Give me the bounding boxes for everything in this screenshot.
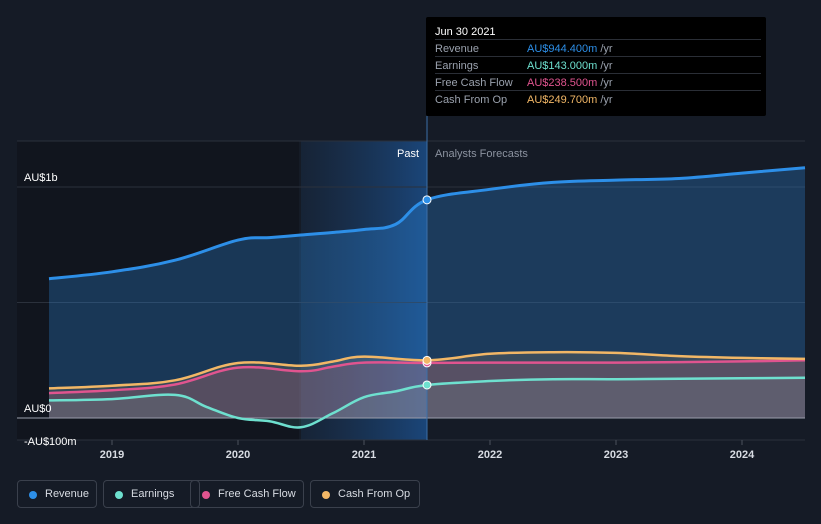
past-label: Past bbox=[397, 148, 419, 160]
legend-item-free-cash-flow[interactable]: Free Cash Flow bbox=[190, 480, 304, 508]
past-shade bbox=[17, 141, 299, 440]
x-tick-label: 2024 bbox=[730, 449, 755, 461]
legend-label: Revenue bbox=[45, 488, 90, 500]
legend-item-cash-from-op[interactable]: Cash From Op bbox=[310, 480, 420, 508]
tooltip-label: Cash From Op bbox=[435, 94, 508, 106]
x-axis-ticks: 2019 2020 2021 2022 2023 2024 bbox=[100, 440, 755, 461]
y-axis-label: -AU$100m bbox=[24, 436, 77, 448]
tooltip-value: AU$143.000m/yr bbox=[527, 60, 613, 72]
hover-marker-cash-from-op bbox=[422, 355, 432, 365]
forecast-label: Analysts Forecasts bbox=[435, 148, 528, 160]
tooltip-row-free-cash-flow: Free Cash Flow AU$238.500m/yr bbox=[435, 73, 761, 91]
legend-dot-icon bbox=[115, 491, 123, 499]
line-free-cash-flow bbox=[48, 359, 806, 395]
legend-dot-icon bbox=[202, 491, 210, 499]
hover-markers bbox=[422, 195, 432, 390]
tooltip-date: Jun 30 2021 bbox=[435, 26, 496, 38]
x-tick-label: 2023 bbox=[604, 449, 628, 461]
hover-marker-revenue bbox=[422, 195, 432, 205]
legend-label: Cash From Op bbox=[338, 488, 411, 500]
tooltip-row-revenue: Revenue AU$944.400m/yr bbox=[435, 39, 761, 57]
legend-item-earnings[interactable]: Earnings bbox=[103, 480, 200, 508]
highlight-region bbox=[301, 141, 427, 440]
tooltip-row-cash-from-op: Cash From Op AU$249.700m/yr bbox=[435, 90, 761, 108]
tooltip: Jun 30 2021 Revenue AU$944.400m/yr Earni… bbox=[426, 17, 766, 116]
legend-dot-icon bbox=[29, 491, 37, 499]
tooltip-row-earnings: Earnings AU$143.000m/yr bbox=[435, 56, 761, 74]
x-tick-label: 2019 bbox=[100, 449, 124, 461]
tooltip-label: Revenue bbox=[435, 43, 480, 55]
tooltip-label: Earnings bbox=[435, 60, 479, 72]
x-tick-label: 2021 bbox=[352, 449, 376, 461]
line-cash-from-op bbox=[48, 350, 806, 390]
tooltip-value: AU$238.500m/yr bbox=[527, 77, 613, 89]
x-tick-label: 2020 bbox=[226, 449, 250, 461]
gridlines bbox=[17, 140, 805, 441]
line-revenue bbox=[48, 166, 806, 281]
legend-label: Free Cash Flow bbox=[218, 488, 296, 500]
tooltip-value: AU$249.700m/yr bbox=[527, 94, 613, 106]
y-axis-label: AU$0 bbox=[24, 403, 52, 415]
tooltip-value: AU$944.400m/yr bbox=[527, 43, 613, 55]
y-axis-label: AU$1b bbox=[24, 172, 58, 184]
x-tick-label: 2022 bbox=[478, 449, 502, 461]
y-axis-labels: AU$1b AU$0 -AU$100m bbox=[24, 172, 77, 448]
series-lines bbox=[48, 166, 806, 429]
tooltip-label: Free Cash Flow bbox=[435, 77, 513, 89]
legend-dot-icon bbox=[322, 491, 330, 499]
line-earnings bbox=[48, 376, 806, 429]
hover-marker-earnings bbox=[422, 380, 432, 390]
legend-label: Earnings bbox=[131, 488, 175, 500]
legend-item-revenue[interactable]: Revenue bbox=[17, 480, 97, 508]
